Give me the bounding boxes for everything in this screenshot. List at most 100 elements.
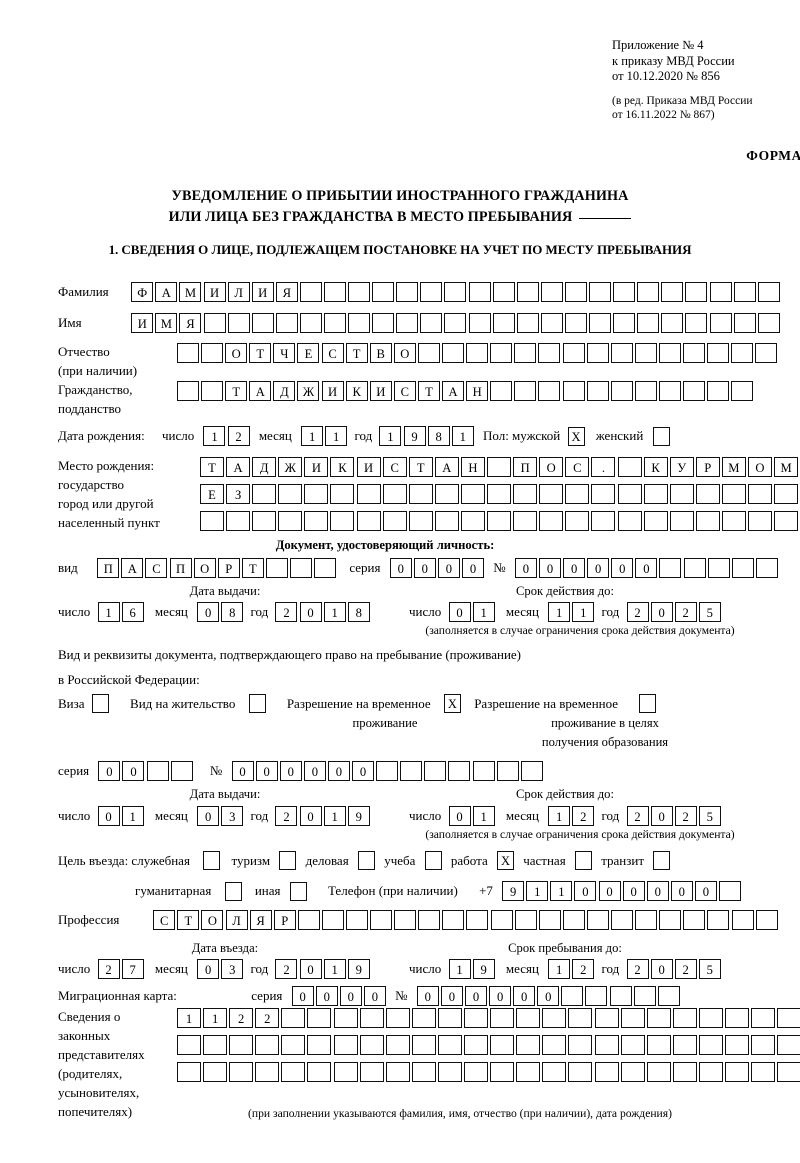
char-cell[interactable] [307, 1008, 332, 1028]
char-cell[interactable]: 2 [674, 806, 697, 826]
char-cell[interactable]: Т [417, 381, 440, 401]
char-cell[interactable] [661, 282, 684, 302]
char-cell[interactable] [520, 761, 543, 781]
char-cell[interactable] [348, 313, 371, 333]
char-cell[interactable]: О [225, 343, 248, 363]
char-cell[interactable]: Ж [297, 381, 320, 401]
char-cell[interactable] [201, 381, 224, 401]
char-cell[interactable]: Р [695, 457, 720, 477]
char-cell[interactable] [659, 558, 682, 578]
char-cell[interactable] [290, 558, 312, 578]
char-cell[interactable] [400, 761, 423, 781]
char-cell[interactable] [646, 1062, 671, 1082]
sex-female-checkbox[interactable] [652, 426, 670, 446]
char-cell[interactable]: 1 [97, 602, 120, 622]
char-cell[interactable]: 0 [299, 806, 322, 826]
char-cell[interactable]: 0 [650, 806, 673, 826]
char-cell[interactable] [538, 910, 561, 930]
char-cell[interactable] [620, 1035, 645, 1055]
char-cell[interactable] [359, 1035, 384, 1055]
char-cell[interactable] [420, 282, 443, 302]
char-cell[interactable]: 1 [323, 602, 346, 622]
char-cell[interactable] [418, 910, 441, 930]
char-cell[interactable]: В [369, 343, 392, 363]
char-cell[interactable] [542, 1035, 567, 1055]
char-cell[interactable] [669, 484, 694, 504]
char-cell[interactable]: С [153, 910, 176, 930]
char-cell[interactable]: С [382, 457, 407, 477]
char-cell[interactable] [613, 282, 636, 302]
char-cell[interactable] [565, 484, 590, 504]
birth-place-cells-row3[interactable] [200, 511, 800, 531]
char-cell[interactable]: 1 [548, 806, 571, 826]
char-cell[interactable]: Е [200, 484, 224, 504]
char-cell[interactable] [514, 910, 537, 930]
char-cell[interactable]: 0 [327, 761, 350, 781]
char-cell[interactable]: П [169, 558, 192, 578]
char-cell[interactable]: 0 [437, 558, 460, 578]
char-cell[interactable] [227, 313, 250, 333]
char-cell[interactable] [177, 381, 199, 401]
sex-male-checkbox[interactable]: X [567, 426, 585, 446]
char-cell[interactable]: 0 [611, 558, 634, 578]
char-cell[interactable]: У [669, 457, 694, 477]
char-cell[interactable] [376, 761, 399, 781]
char-cell[interactable] [359, 1062, 384, 1082]
char-cell[interactable]: 0 [563, 558, 586, 578]
char-cell[interactable] [490, 1008, 515, 1028]
char-cell[interactable] [417, 343, 440, 363]
char-cell[interactable]: М [721, 457, 746, 477]
char-cell[interactable] [396, 282, 419, 302]
char-cell[interactable] [382, 511, 407, 531]
char-cell[interactable]: 8 [427, 426, 450, 446]
char-cell[interactable]: 2 [229, 1008, 254, 1028]
char-cell[interactable] [562, 343, 585, 363]
char-cell[interactable] [709, 282, 732, 302]
char-cell[interactable] [565, 511, 590, 531]
char-cell[interactable]: 0 [462, 558, 485, 578]
char-cell[interactable] [755, 910, 778, 930]
char-cell[interactable]: Н [460, 457, 485, 477]
char-cell[interactable] [672, 1062, 697, 1082]
char-cell[interactable] [252, 511, 277, 531]
char-cell[interactable]: 9 [347, 959, 370, 979]
char-cell[interactable] [707, 910, 730, 930]
char-cell[interactable] [562, 381, 585, 401]
char-cell[interactable]: 0 [197, 602, 220, 622]
char-cell[interactable] [385, 1062, 410, 1082]
char-cell[interactable]: 0 [694, 881, 717, 901]
char-cell[interactable] [203, 313, 226, 333]
char-cell[interactable] [304, 484, 329, 504]
char-cell[interactable] [333, 1062, 358, 1082]
char-cell[interactable] [356, 511, 381, 531]
char-cell[interactable]: 1 [526, 881, 549, 901]
char-cell[interactable] [564, 313, 587, 333]
purpose-other-checkbox[interactable] [289, 881, 307, 901]
char-cell[interactable] [201, 343, 224, 363]
char-cell[interactable] [695, 484, 720, 504]
char-cell[interactable] [314, 558, 337, 578]
char-cell[interactable] [538, 381, 561, 401]
char-cell[interactable]: 0 [299, 602, 322, 622]
char-cell[interactable]: Т [249, 343, 272, 363]
char-cell[interactable] [513, 484, 538, 504]
char-cell[interactable]: 1 [121, 806, 144, 826]
char-cell[interactable] [372, 313, 395, 333]
char-cell[interactable] [719, 881, 741, 901]
char-cell[interactable] [200, 511, 224, 531]
char-cell[interactable]: 0 [98, 761, 121, 781]
char-cell[interactable] [672, 1035, 697, 1055]
char-cell[interactable] [724, 1062, 749, 1082]
char-cell[interactable]: 0 [514, 558, 537, 578]
char-cell[interactable] [297, 910, 320, 930]
char-cell[interactable]: Т [408, 457, 433, 477]
char-cell[interactable] [460, 511, 485, 531]
char-cell[interactable] [672, 1008, 697, 1028]
char-cell[interactable]: К [345, 381, 368, 401]
